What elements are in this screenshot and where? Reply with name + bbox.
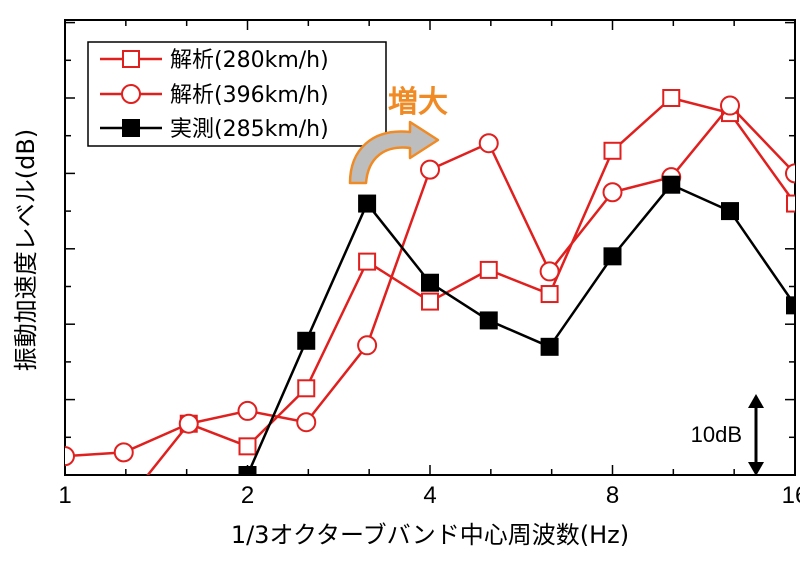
x-tick-label: 4 — [423, 482, 436, 509]
data-point-circle — [420, 159, 440, 180]
data-point-filled-square — [721, 202, 740, 221]
x-tick-label: 2 — [241, 482, 254, 509]
data-point-open-square — [297, 379, 316, 398]
data-point-circle — [65, 446, 75, 467]
data-point-open-square — [238, 437, 257, 456]
data-point-open-square — [786, 194, 795, 213]
legend-label-analysis-396: 解析(396km/h) — [170, 83, 329, 108]
data-point-open-square — [479, 260, 498, 279]
y-axis-title: 振動加速度レベル(dB) — [12, 129, 40, 371]
legend-marker-filled-square — [122, 119, 140, 137]
legend-marker-open-circle — [121, 84, 141, 104]
data-point-circle — [478, 133, 499, 154]
scale-bar: 10dB — [691, 394, 764, 476]
data-point-filled-square — [786, 296, 795, 315]
data-point-filled-square — [662, 175, 681, 194]
data-point-open-square — [116, 497, 132, 513]
data-point-filled-square — [479, 311, 498, 330]
curved-arrow-icon — [348, 120, 440, 185]
series-line-0 — [146, 96, 795, 475]
data-point-circle — [178, 413, 199, 434]
data-point-open-square — [603, 141, 622, 160]
data-point-filled-square — [421, 273, 439, 292]
increase-annotation: 増大 — [388, 85, 448, 120]
scale-bar-top-arrow-icon — [748, 394, 764, 408]
legend-marker-open-square — [122, 50, 140, 68]
scale-bar-label: 10dB — [691, 422, 742, 447]
x-tick-label: 8 — [606, 482, 619, 509]
data-point-filled-square — [358, 194, 377, 213]
data-point-filled-square — [297, 331, 316, 350]
data-point-circle — [296, 412, 317, 433]
data-point-circle — [720, 95, 741, 116]
data-point-circle — [113, 442, 134, 463]
x-tick-labels: 1 2 4 8 16 — [58, 482, 800, 509]
x-tick-label: 1 — [58, 482, 71, 509]
data-point-circle — [602, 182, 623, 203]
data-point-circle — [237, 400, 258, 421]
data-point-open-square — [540, 285, 559, 304]
series-layer — [65, 89, 795, 513]
data-point-filled-square — [238, 466, 257, 475]
legend-label-measured-285: 実測(285km/h) — [170, 117, 329, 142]
scale-bar-bottom-arrow-icon — [748, 462, 764, 476]
data-point-open-square — [421, 292, 439, 311]
data-point-filled-square — [603, 247, 622, 266]
data-point-circle — [357, 335, 378, 356]
series-line-2 — [246, 183, 795, 475]
data-point-open-square — [358, 252, 377, 271]
data-point-circle — [539, 261, 560, 282]
x-tick-label: 16 — [782, 482, 800, 509]
legend: 解析(280km/h) 解析(396km/h) 実測(285km/h) — [87, 41, 387, 147]
x-axis-title: 1/3オクターブバンド中心周波数(Hz) — [231, 521, 629, 549]
legend-label-analysis-280: 解析(280km/h) — [170, 48, 329, 73]
data-point-open-square — [662, 89, 681, 107]
data-point-filled-square — [540, 337, 559, 356]
data-point-circle — [785, 163, 795, 184]
